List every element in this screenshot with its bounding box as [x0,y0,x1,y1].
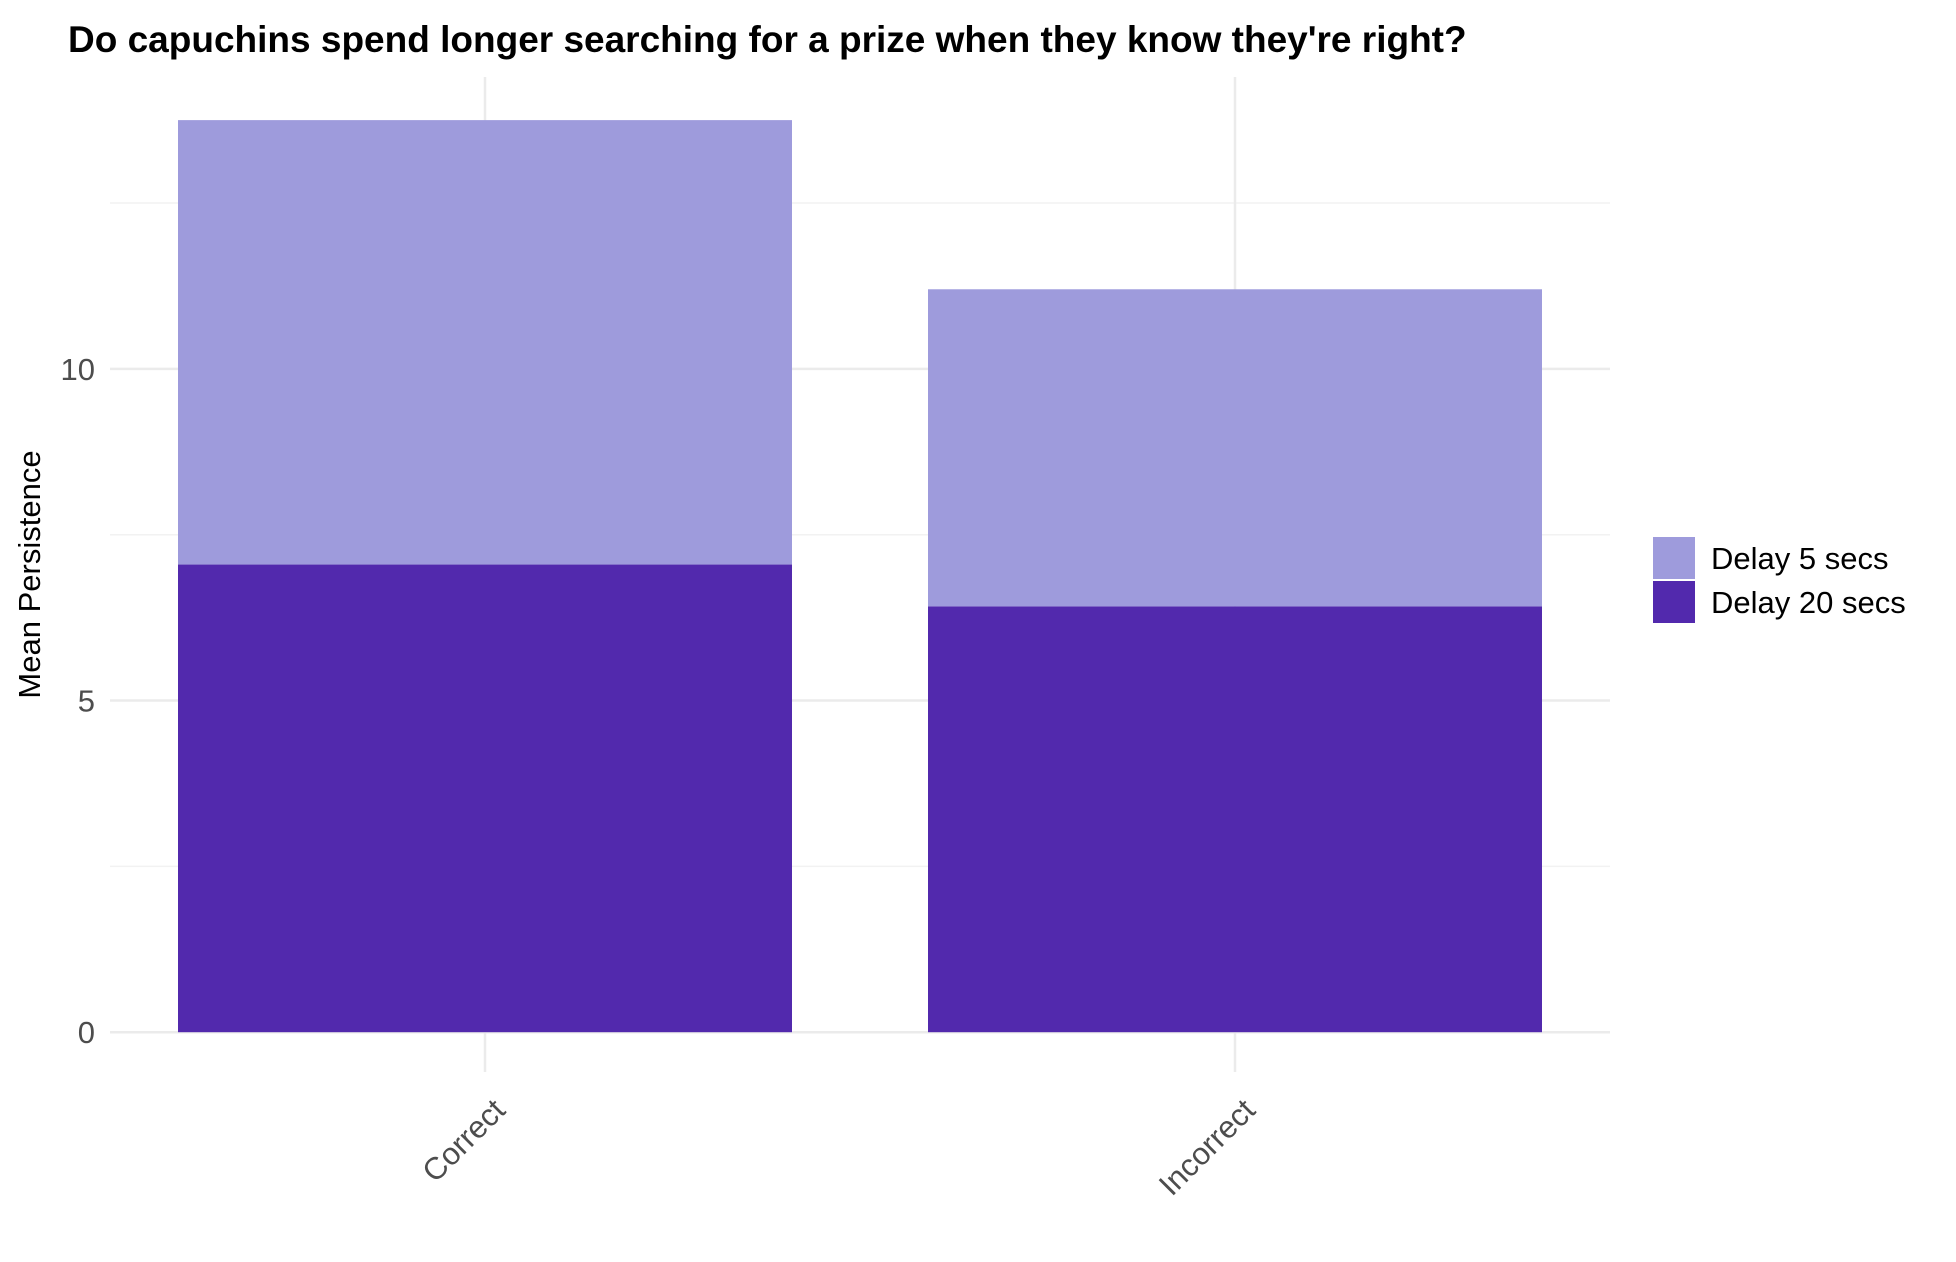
legend-label: Delay 20 secs [1711,585,1906,620]
y-tick-label: 5 [78,684,95,719]
legend: Delay 5 secs Delay 20 secs [1653,537,1906,623]
bar-correct-delay-5-secs [178,120,792,565]
bar-incorrect-delay-5-secs [928,289,1542,607]
y-tick-label: 10 [61,352,95,387]
legend-key [1653,581,1695,623]
x-axis-ticks: Correct Incorrect [415,1092,1262,1202]
legend-key [1653,537,1695,579]
y-axis-title: Mean Persistence [12,450,47,698]
bar-incorrect-delay-20-secs [928,606,1542,1033]
x-tick-label: Correct [415,1092,512,1189]
y-tick-label: 0 [78,1015,95,1050]
legend-label: Delay 5 secs [1711,541,1888,576]
x-tick-label: Incorrect [1152,1092,1262,1202]
y-axis-ticks: 0 5 10 [61,352,95,1050]
bar-correct-delay-20-secs [178,564,792,1033]
chart-title: Do capuchins spend longer searching for … [68,19,1467,60]
bars [178,120,1542,1033]
